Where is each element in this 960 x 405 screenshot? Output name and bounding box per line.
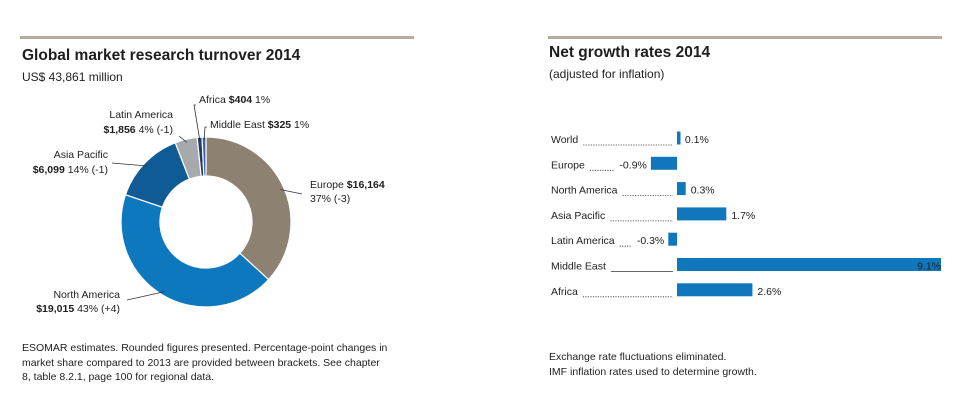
value-label-africa: 2.6% xyxy=(757,286,781,298)
footnote-line: IMF inflation rates used to determine gr… xyxy=(549,365,757,378)
label-middle-east-part: 1% xyxy=(291,119,309,131)
value-label-middle-east: 9.1% xyxy=(917,261,941,273)
label-asia-pacific-share: $6,099 14% (-1) xyxy=(33,164,108,176)
turnover-donut-chart: Europe $16,164 37% (-3) North America $19,0… xyxy=(33,94,385,315)
bar-europe xyxy=(650,156,677,170)
category-label-latin-america: Latin America xyxy=(551,235,615,247)
label-africa: Africa $404 1% xyxy=(199,94,270,106)
value-label-asia-pacific: 1.7% xyxy=(731,210,755,222)
leader-line-asia-pacific xyxy=(111,162,148,167)
label-asia-pacific-share-part: $6,099 xyxy=(33,164,65,176)
footnote-line: Exchange rate fluctuations eliminated. xyxy=(549,351,727,363)
leader-line-north-america xyxy=(126,291,165,301)
leader-line-europe xyxy=(280,189,303,195)
left-top-rule xyxy=(20,36,414,39)
label-middle-east-part: $325 xyxy=(268,119,292,131)
footnote-line: 8, table 8.2.1, page 100 for regional da… xyxy=(22,371,215,383)
label-europe-share: 37% (-3) xyxy=(310,193,350,205)
label-europe-part: $16,164 xyxy=(347,179,385,191)
value-label-world: 0.1% xyxy=(685,134,709,146)
value-label-latin-america: -0.3% xyxy=(637,235,664,247)
label-europe-share-part: 37% (-3) xyxy=(310,193,350,205)
turnover-footnote: ESOMAR estimates. Rounded figures presen… xyxy=(22,341,422,385)
growth-bar-chart: World 0.1% Europe -0.9% North America 0.3% Asi… xyxy=(551,131,941,298)
category-label-africa: Africa xyxy=(551,286,578,298)
turnover-chart-subtitle: US$ 43,861 million xyxy=(22,70,123,84)
label-latin-america-part: Latin America xyxy=(109,109,173,121)
bar-north-america xyxy=(677,182,686,196)
label-north-america-share: $19,015 43% (+4) xyxy=(36,303,120,315)
label-asia-pacific-share-part: 14% (-1) xyxy=(65,164,108,176)
label-north-america-share-part: $19,015 xyxy=(36,303,74,315)
category-label-middle-east: Middle East xyxy=(551,261,606,273)
bar-latin-america xyxy=(668,232,677,246)
category-label-world: World xyxy=(551,134,578,146)
growth-chart-title: Net growth rates 2014 xyxy=(549,44,711,61)
category-label-asia-pacific: Asia Pacific xyxy=(551,210,605,222)
label-asia-pacific-part: Asia Pacific xyxy=(54,149,108,161)
donut-slice-north-america xyxy=(120,193,270,308)
label-middle-east-part: Middle East xyxy=(210,119,268,131)
label-europe: Europe $16,164 xyxy=(310,179,385,191)
label-middle-east: Middle East $325 1% xyxy=(210,119,309,131)
label-africa-part: $404 xyxy=(229,94,253,106)
footnote-line: ESOMAR estimates. Rounded figures presen… xyxy=(22,342,388,354)
label-asia-pacific: Asia Pacific xyxy=(54,149,108,161)
leader-line-middle-east xyxy=(203,126,207,141)
value-label-north-america: 0.3% xyxy=(691,185,715,197)
label-europe-part: Europe xyxy=(310,179,347,191)
label-north-america-part: North America xyxy=(53,289,120,301)
label-north-america-share-part: 43% (+4) xyxy=(74,303,120,315)
right-top-rule xyxy=(548,36,942,39)
label-africa-part: 1% xyxy=(252,94,270,106)
turnover-chart-title: Global market research turnover 2014 xyxy=(22,47,301,64)
label-africa-part: Africa xyxy=(199,94,229,106)
bar-world xyxy=(677,131,681,145)
value-label-europe: -0.9% xyxy=(619,159,646,171)
label-latin-america-share-part: 4% (-1) xyxy=(136,124,173,136)
growth-chart-subtitle: (adjusted for inflation) xyxy=(549,67,665,81)
footnote-line: market share compared to 2013 are provid… xyxy=(22,356,380,369)
bar-asia-pacific xyxy=(677,207,727,221)
leader-line-africa xyxy=(193,104,201,141)
donut-slice-europe xyxy=(205,136,292,281)
leader-line-latin-america xyxy=(178,135,187,143)
label-latin-america: Latin America xyxy=(109,109,173,121)
bar-africa xyxy=(677,283,753,297)
growth-footnote: Exchange rate fluctuations eliminated. I… xyxy=(549,350,929,379)
category-label-north-america: North America xyxy=(551,185,618,197)
label-latin-america-share: $1,856 4% (-1) xyxy=(104,124,173,136)
bar-middle-east xyxy=(677,258,941,271)
label-latin-america-share-part: $1,856 xyxy=(104,124,136,136)
donut-slice-middle-east xyxy=(201,136,207,177)
label-north-america: North America xyxy=(53,289,120,301)
category-label-europe: Europe xyxy=(551,159,585,171)
